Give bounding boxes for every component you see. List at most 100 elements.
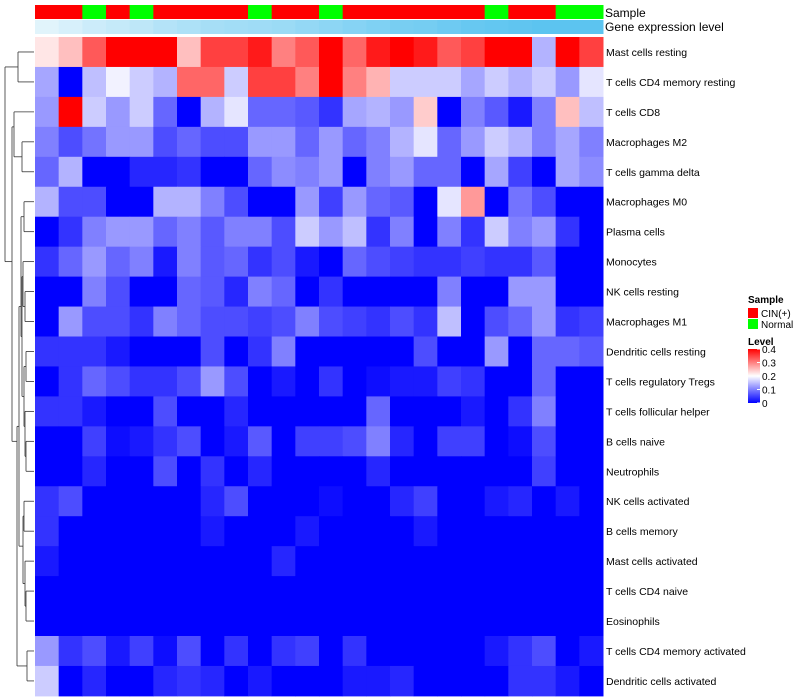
heatmap-cell	[437, 37, 462, 68]
heatmap-cell	[319, 336, 344, 367]
heatmap-cell	[461, 486, 486, 517]
heatmap-cell	[508, 336, 533, 367]
heatmap-cell	[413, 516, 438, 547]
heatmap-cell	[224, 665, 249, 697]
heatmap-cell	[390, 276, 415, 308]
heatmap-cell	[35, 156, 60, 188]
heatmap-cell	[35, 276, 60, 308]
heatmap-cell	[390, 546, 415, 577]
sample-annotation-cell	[366, 5, 391, 19]
heatmap-cell	[271, 486, 296, 517]
heatmap-cell	[342, 396, 367, 427]
heatmap-cell	[532, 665, 557, 697]
heatmap-cell	[366, 636, 391, 667]
sample-annotation-cell	[342, 5, 367, 19]
heatmap-cell	[484, 276, 509, 308]
heatmap-cell	[555, 276, 580, 308]
heatmap-cell	[153, 66, 178, 98]
heatmap-cell	[200, 306, 225, 337]
heatmap-cell	[342, 186, 367, 218]
heatmap-cell	[82, 665, 107, 697]
row-label: Macrophages M2	[606, 137, 687, 149]
heatmap-cell	[295, 216, 320, 248]
heatmap-cell	[555, 426, 580, 457]
heatmap-cell	[82, 576, 107, 607]
heatmap-cell	[342, 576, 367, 607]
heatmap-cell	[390, 37, 415, 68]
row-label: B cells naive	[606, 436, 665, 448]
heatmap-cell	[153, 546, 178, 577]
heatmap-cell	[366, 576, 391, 607]
heatmap-cell	[532, 576, 557, 607]
heatmap-cell	[555, 636, 580, 667]
heatmap-cell	[342, 516, 367, 547]
heatmap-cell	[177, 516, 202, 547]
heatmap-cell	[437, 576, 462, 607]
heatmap-cell	[532, 276, 557, 308]
heatmap-cell	[390, 156, 415, 188]
heatmap-cell	[248, 156, 273, 188]
heatmap-cell	[319, 636, 344, 667]
heatmap-cell	[153, 246, 178, 278]
heatmap-cell	[319, 576, 344, 607]
heatmap-cell	[177, 276, 202, 308]
heatmap-cell	[129, 156, 154, 188]
heatmap-cell	[271, 665, 296, 697]
heatmap-cell	[484, 156, 509, 188]
heatmap-cell	[579, 546, 604, 577]
heatmap-cell	[58, 396, 83, 427]
heatmap-cell	[58, 37, 83, 68]
heatmap-cell	[579, 246, 604, 278]
heatmap-cell	[555, 246, 580, 278]
heatmap-cell	[200, 37, 225, 68]
heatmap-cell	[177, 366, 202, 397]
heatmap-cell	[413, 665, 438, 697]
heatmap-cell	[366, 96, 391, 128]
heatmap-cell	[271, 306, 296, 337]
heatmap-cell	[532, 486, 557, 517]
heatmap-cell	[508, 426, 533, 457]
heatmap-cell	[461, 216, 486, 248]
heatmap-cell	[106, 456, 131, 487]
heatmap-cell	[390, 336, 415, 367]
heatmap-cell	[484, 606, 509, 637]
heatmap-cell	[106, 396, 131, 427]
heatmap-cell	[555, 456, 580, 487]
heatmap-cell	[413, 426, 438, 457]
heatmap-cell	[413, 456, 438, 487]
heatmap-cell	[437, 66, 462, 98]
heatmap-cell	[342, 306, 367, 337]
heatmap-cell	[461, 396, 486, 427]
sample-annotation-cell	[106, 5, 131, 19]
heatmap-cell	[413, 306, 438, 337]
row-label: Macrophages M0	[606, 197, 687, 209]
heatmap-cell	[342, 246, 367, 278]
expression-annotation-cell	[271, 20, 296, 34]
heatmap-cell	[532, 186, 557, 218]
sample-annotation-cell	[129, 5, 154, 19]
heatmap-cell	[153, 276, 178, 308]
sample-annotation-cell	[224, 5, 249, 19]
heatmap-cell	[224, 186, 249, 218]
heatmap-cell	[153, 156, 178, 188]
heatmap-cell	[532, 37, 557, 68]
heatmap-cell	[200, 126, 225, 158]
heatmap-cell	[579, 606, 604, 637]
heatmap-cell	[129, 636, 154, 667]
legend-sample-title: Sample	[748, 295, 784, 306]
heatmap-cell	[200, 516, 225, 547]
heatmap-cell	[413, 606, 438, 637]
heatmap-cell	[342, 336, 367, 367]
heatmap-cell	[224, 636, 249, 667]
heatmap-cell	[508, 516, 533, 547]
heatmap-cell	[413, 276, 438, 308]
heatmap-cell	[484, 576, 509, 607]
heatmap-cell	[106, 37, 131, 68]
heatmap-cell	[366, 516, 391, 547]
heatmap-cell	[224, 126, 249, 158]
row-label: NK cells activated	[606, 496, 690, 508]
legend-level-title: Level	[748, 337, 774, 348]
heatmap-cell	[271, 636, 296, 667]
heatmap-cell	[295, 636, 320, 667]
heatmap-cell	[390, 636, 415, 667]
